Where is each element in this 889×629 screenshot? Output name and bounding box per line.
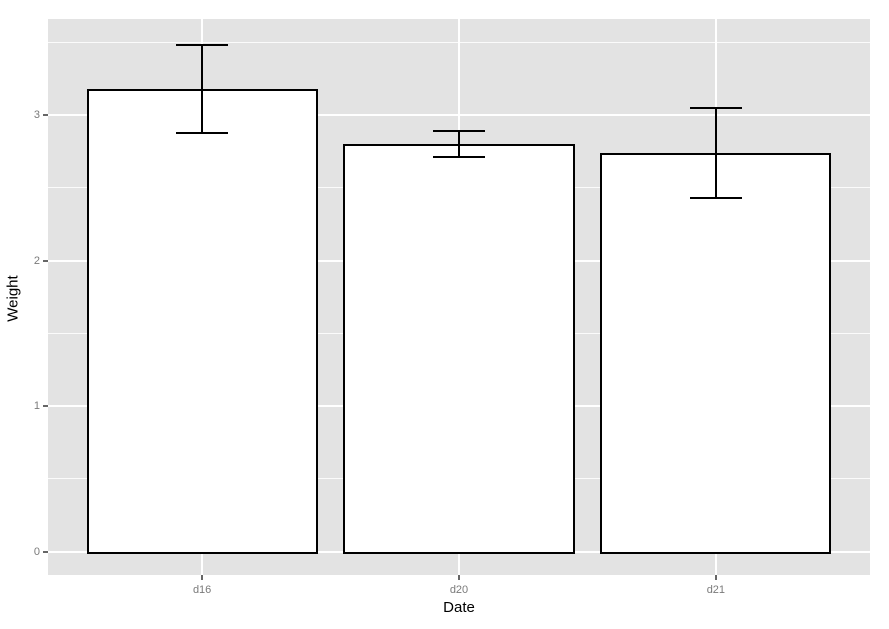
y-tick-label: 0 bbox=[33, 545, 40, 558]
y-tick-mark bbox=[43, 405, 48, 408]
y-axis-title: Weight bbox=[4, 275, 22, 322]
x-axis-title: Date bbox=[443, 599, 475, 616]
errorbar-line bbox=[714, 107, 717, 199]
x-tick-label: d20 bbox=[449, 584, 469, 596]
bar bbox=[343, 144, 575, 554]
bar bbox=[600, 152, 832, 554]
y-tick-mark bbox=[43, 259, 48, 262]
x-tick-label: d21 bbox=[706, 584, 726, 596]
y-tick-label: 2 bbox=[33, 254, 40, 267]
x-tick-mark bbox=[714, 575, 717, 580]
errorbar-cap bbox=[176, 44, 228, 47]
y-tick-label: 1 bbox=[33, 400, 40, 413]
errorbar-cap bbox=[690, 106, 742, 109]
x-tick-label: d16 bbox=[192, 584, 212, 596]
errorbar-line bbox=[458, 131, 460, 158]
errorbar-cap bbox=[690, 197, 742, 200]
errorbar-cap bbox=[176, 131, 228, 134]
y-tick-mark bbox=[43, 114, 48, 117]
x-tick-mark bbox=[201, 575, 204, 580]
plot-panel bbox=[48, 19, 870, 575]
x-tick-mark bbox=[458, 575, 460, 580]
y-tick-label: 3 bbox=[33, 109, 40, 122]
bar bbox=[86, 88, 318, 554]
errorbar-cap bbox=[433, 130, 485, 133]
y-tick-mark bbox=[43, 550, 48, 553]
errorbar-line bbox=[201, 45, 204, 133]
errorbar-cap bbox=[433, 156, 485, 159]
